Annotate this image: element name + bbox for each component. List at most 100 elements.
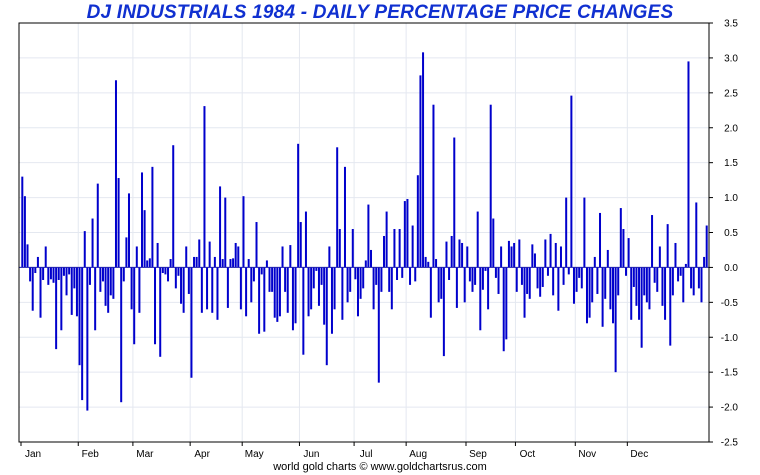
bar (245, 267, 248, 317)
bar (429, 267, 432, 318)
bar (323, 267, 326, 325)
bar (396, 267, 399, 280)
bar (354, 267, 357, 280)
bar (276, 267, 279, 322)
bar (656, 267, 659, 292)
bar (453, 137, 456, 268)
bar (206, 267, 209, 310)
bar (341, 267, 344, 320)
bar (471, 267, 474, 292)
bar (96, 183, 99, 268)
bar (700, 267, 703, 303)
bar (99, 267, 102, 292)
bar (523, 267, 526, 318)
bar (268, 267, 271, 292)
bar (546, 267, 549, 276)
bar (575, 267, 578, 292)
bar (528, 267, 531, 299)
x-tick-label: Jan (25, 449, 41, 460)
bar (632, 267, 635, 287)
bar (479, 267, 482, 331)
bar (653, 267, 656, 283)
bar (424, 256, 427, 268)
bar (208, 241, 211, 268)
bar (117, 178, 120, 268)
bar (120, 267, 123, 403)
bar (370, 249, 373, 268)
bar (164, 267, 167, 275)
bar (190, 267, 193, 378)
bar (242, 196, 245, 268)
bar (57, 267, 60, 280)
bar (432, 104, 435, 268)
bar (330, 267, 333, 334)
bar (671, 267, 674, 296)
bar (213, 256, 216, 268)
bar (705, 225, 708, 268)
y-tick-label: 2.0 (724, 123, 738, 134)
bar (336, 147, 339, 268)
bar (104, 267, 107, 306)
bar (638, 267, 641, 320)
bar (520, 267, 523, 285)
bar (367, 204, 370, 268)
bar (167, 267, 170, 282)
bar (666, 224, 669, 268)
bar (127, 193, 130, 268)
bar (86, 267, 89, 411)
bar (617, 267, 620, 296)
bar (31, 267, 34, 311)
bar (398, 229, 401, 268)
bar (114, 80, 117, 268)
bar (585, 267, 588, 324)
bar (39, 267, 42, 318)
bar (526, 267, 529, 294)
bar (427, 261, 430, 268)
bar (565, 197, 568, 268)
bar (221, 259, 224, 268)
bar (612, 267, 615, 324)
bar (315, 267, 318, 271)
y-tick-label: -0.5 (721, 298, 739, 309)
bar (101, 267, 104, 282)
bar (458, 239, 461, 268)
bar (135, 246, 138, 268)
bar (588, 267, 591, 318)
bar (403, 201, 406, 268)
bar (635, 267, 638, 306)
y-tick-label: -2.5 (721, 438, 739, 449)
y-tick-label: -1.5 (721, 368, 739, 379)
bar (383, 235, 386, 268)
bar (648, 267, 651, 310)
bar (284, 267, 287, 292)
bar (531, 244, 534, 268)
bar (21, 176, 24, 268)
bar (645, 267, 648, 303)
bar (83, 231, 86, 268)
bar (107, 267, 110, 313)
chart-title: DJ INDUSTRIALS 1984 - DAILY PERCENTAGE P… (86, 2, 674, 23)
bar (260, 267, 263, 275)
x-tick-label: Jun (303, 449, 319, 460)
bar (679, 267, 682, 276)
bar (489, 104, 492, 268)
bar (81, 267, 84, 401)
bar (703, 256, 706, 268)
x-tick-label: Apr (194, 449, 210, 460)
bar (143, 210, 146, 268)
bar (687, 61, 690, 268)
bar (507, 240, 510, 268)
bar (356, 267, 359, 317)
bar (169, 259, 172, 268)
bar (234, 242, 237, 268)
bar (239, 267, 242, 310)
bar (372, 267, 375, 310)
bar (559, 246, 562, 268)
bar (549, 233, 552, 268)
bar (250, 267, 253, 303)
bar (174, 267, 177, 289)
bar (591, 267, 594, 303)
bar (172, 145, 175, 268)
bar (435, 259, 438, 268)
bar (484, 267, 487, 271)
